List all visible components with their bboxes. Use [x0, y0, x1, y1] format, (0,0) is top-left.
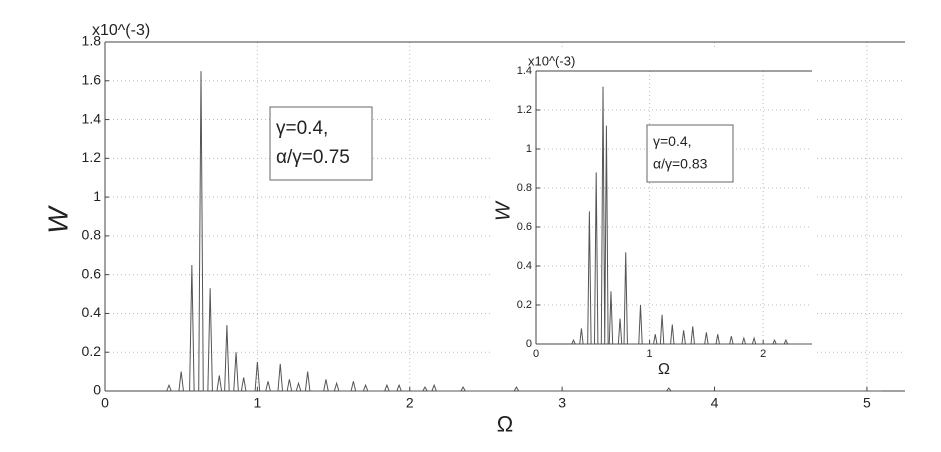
inset-background — [492, 50, 815, 386]
annotation-box — [269, 106, 373, 181]
y-tick-label: 0.8 — [517, 182, 532, 194]
y-tick-label: 1 — [93, 188, 101, 204]
x-tick-label: 0 — [101, 394, 109, 410]
x-tick-label: 3 — [558, 394, 566, 410]
annotation: γ=0.4, — [276, 118, 328, 139]
x-tick-label: 2 — [406, 394, 414, 410]
x-tick-label: 1 — [253, 394, 261, 410]
y-tick-label: 1.2 — [517, 104, 532, 116]
x-axis-label: Ω — [658, 361, 670, 378]
y-tick-label: 1.4 — [517, 65, 532, 77]
x-tick-label: 2 — [760, 348, 766, 360]
y-tick-label: 0.6 — [517, 221, 532, 233]
y-tick-label: 0.4 — [82, 304, 102, 320]
y-tick-label: 1.6 — [82, 71, 102, 87]
y-tick-label: 0.4 — [517, 260, 532, 272]
data-line — [166, 71, 883, 392]
y-tick-label: 0.2 — [517, 299, 532, 311]
y-tick-label: 0.6 — [82, 265, 102, 281]
annotation: α/γ=0.83 — [653, 156, 708, 172]
y-tick-label: 0 — [526, 338, 532, 350]
y-exponent-label: x10^(-3) — [92, 22, 150, 39]
y-tick-label: 0.8 — [82, 227, 102, 243]
y-tick-label: 1.2 — [82, 149, 102, 165]
x-tick-label: 0 — [533, 348, 539, 360]
x-axis-label: Ω — [497, 411, 513, 436]
y-tick-label: 1.4 — [82, 110, 102, 126]
y-axis-label: W — [492, 200, 514, 221]
y-axis-label: W — [43, 205, 74, 234]
y-tick-label: 1.8 — [82, 33, 102, 49]
x-tick-label: 1 — [647, 348, 653, 360]
y-tick-label: 0 — [93, 382, 101, 398]
y-exponent-label: x10^(-3) — [528, 54, 575, 69]
x-tick-label: 5 — [863, 394, 871, 410]
y-tick-label: 0.2 — [82, 343, 102, 359]
annotation: α/γ=0.75 — [276, 147, 350, 168]
data-line — [571, 86, 811, 345]
y-tick-label: 1 — [526, 143, 532, 155]
annotation-box — [646, 124, 734, 183]
annotation: γ=0.4, — [653, 133, 692, 149]
x-tick-label: 4 — [711, 394, 719, 410]
